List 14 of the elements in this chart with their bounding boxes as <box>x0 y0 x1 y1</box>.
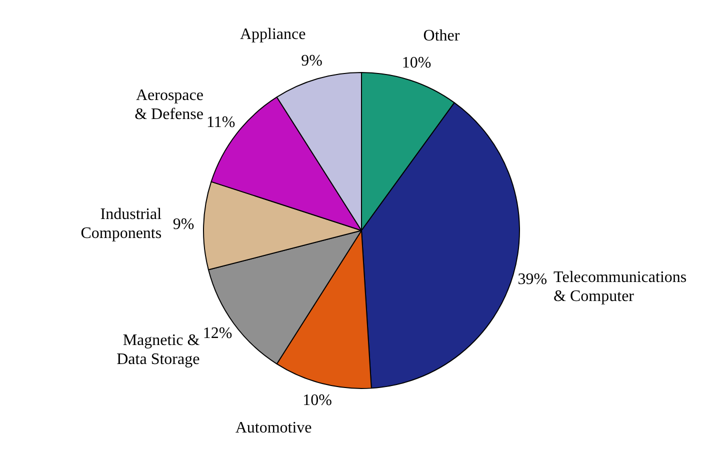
slice-label: Automotive <box>235 419 312 436</box>
slice-label: Appliance <box>240 26 306 43</box>
slice-label: Other <box>423 28 460 45</box>
data-label: 11% <box>206 114 236 131</box>
slice-label: Telecommunications & Computer <box>554 269 687 306</box>
data-label: 39% <box>518 270 548 288</box>
data-label: 10% <box>402 54 432 72</box>
data-label: 10% <box>302 392 332 410</box>
data-label: 9% <box>172 216 194 234</box>
slice-label: Aerospace & Defense <box>134 87 204 124</box>
slice-label: Magnetic & Data Storage <box>116 332 200 368</box>
data-label: 9% <box>301 52 323 70</box>
slice-label: Industrial Components <box>80 206 162 242</box>
data-label: 12% <box>202 325 232 342</box>
